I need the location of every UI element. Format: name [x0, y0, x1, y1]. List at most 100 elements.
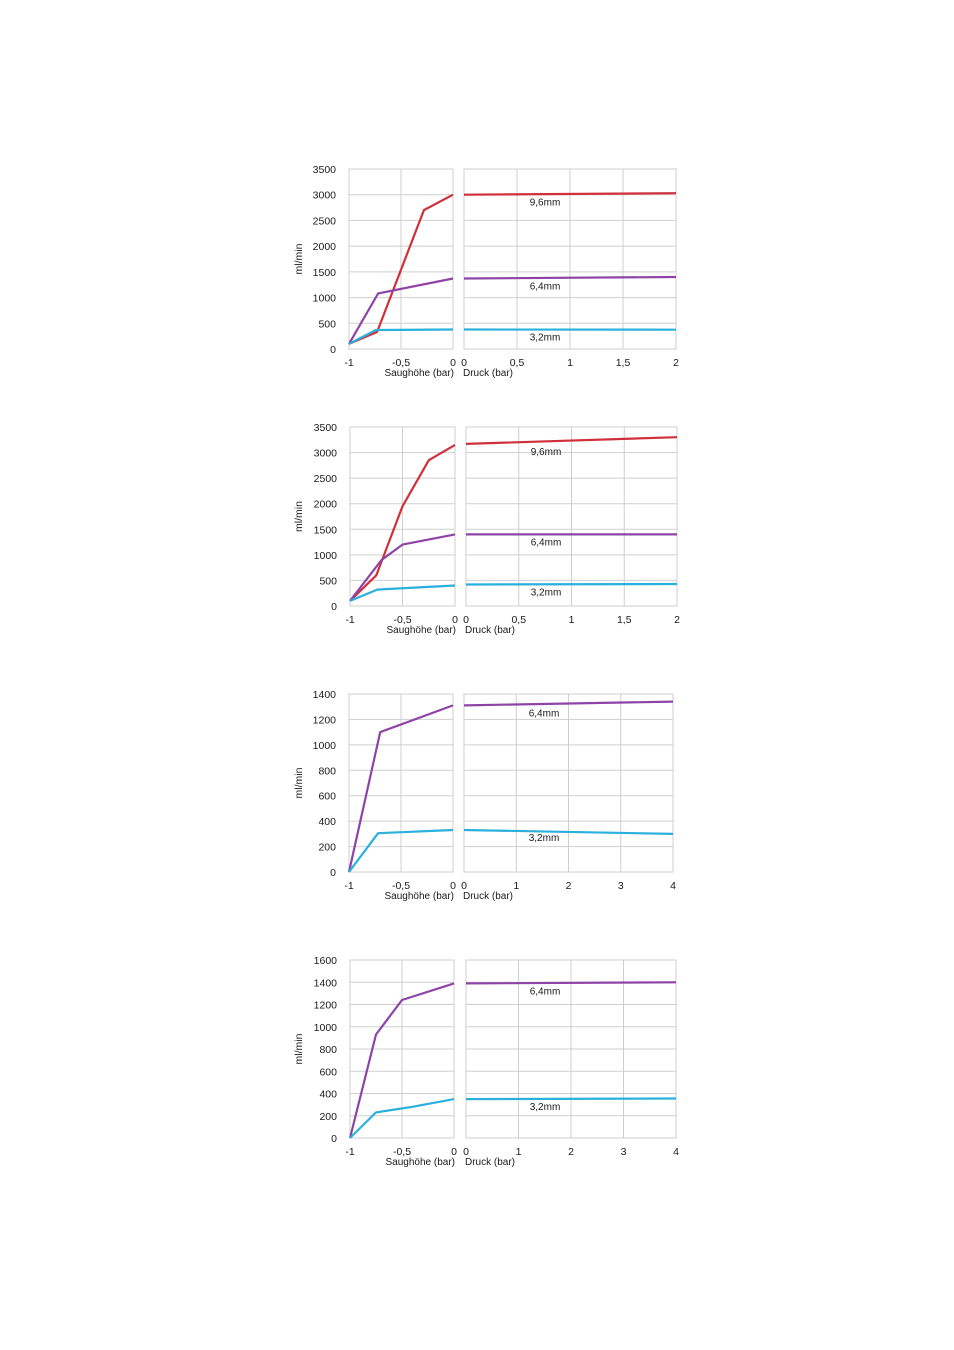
left-panel [349, 426, 456, 607]
y-tick-label: 3000 [313, 190, 337, 202]
series-6-4mm-pressure-line [463, 700, 674, 707]
series-9-6mm-pressure-line [465, 436, 678, 445]
y-tick-label: 1500 [313, 267, 337, 279]
left-x-tick-label: -1 [344, 357, 353, 369]
y-tick-label: 3500 [314, 422, 338, 434]
right-x-tick-label: 1 [513, 880, 519, 892]
left-x-tick-label: -0,5 [393, 1146, 411, 1158]
x-axis-title-suction: Saughöhe (bar) [385, 891, 455, 902]
right-x-tick-label: 4 [673, 1146, 679, 1158]
x-axis-title-pressure: Druck (bar) [463, 368, 513, 379]
right-x-tick-label: 2 [673, 357, 679, 369]
series-label: 3,2mm [530, 333, 561, 344]
y-tick-label: 800 [319, 1044, 337, 1056]
y-tick-label: 2000 [313, 241, 337, 253]
series-3-2mm-pressure-line [465, 582, 678, 586]
series-3-2mm-pressure-line [465, 1097, 677, 1101]
series-label: 9,6mm [531, 447, 562, 458]
y-tick-label: 200 [318, 842, 336, 854]
right-panel [465, 959, 677, 1139]
chart-2: 3500 3000 2500 2000 1500 1000 500 0 ml/min -1 -0,5… [293, 422, 680, 636]
series-label: 3,2mm [529, 833, 560, 844]
left-panel [348, 168, 454, 350]
right-x-tick-label: 0 [461, 880, 467, 892]
y-tick-label: 2500 [313, 215, 337, 227]
x-axis-title-suction: Saughöhe (bar) [385, 368, 455, 379]
right-x-tick-label: 3 [618, 880, 624, 892]
series-3-2mm-suction-line [349, 584, 456, 602]
right-x-tick-label: 2 [566, 880, 572, 892]
y-tick-label: 400 [319, 1089, 337, 1101]
y-tick-label: 3000 [314, 448, 338, 460]
x-axis-title-pressure: Druck (bar) [463, 891, 513, 902]
x-axis-title-pressure: Druck (bar) [465, 1157, 515, 1168]
right-x-tick-label: 1,5 [616, 357, 631, 369]
y-axis-title: ml/min [293, 1033, 305, 1064]
left-x-tick-label: 0 [450, 880, 456, 892]
y-tick-label: 800 [318, 765, 336, 777]
right-x-tick-label: 1,5 [617, 614, 632, 626]
series-label: 3,2mm [531, 588, 562, 599]
y-tick-label: 600 [319, 1066, 337, 1078]
series-3-2mm-pressure-line [463, 828, 674, 835]
right-x-tick-label: 0 [463, 1146, 469, 1158]
y-tick-label: 500 [318, 318, 336, 330]
y-tick-label: 1000 [313, 740, 337, 752]
left-x-tick-label: -1 [344, 880, 353, 892]
y-tick-label: 0 [331, 1133, 337, 1145]
y-tick-label: 1500 [314, 524, 338, 536]
x-axis-title-suction: Saughöhe (bar) [387, 625, 457, 636]
y-tick-label: 1000 [313, 293, 337, 305]
x-axis-title-pressure: Druck (bar) [465, 625, 515, 636]
y-axis-title: ml/min [293, 243, 305, 274]
right-x-tick-label: 3 [621, 1146, 627, 1158]
left-x-tick-label: 0 [450, 357, 456, 369]
y-tick-label: 1000 [314, 1022, 338, 1034]
y-tick-label: 3500 [313, 164, 337, 176]
left-x-tick-label: -0,5 [392, 880, 410, 892]
series-9-6mm-suction-line [349, 443, 456, 602]
left-x-tick-label: -0,5 [392, 357, 410, 369]
series-label: 6,4mm [530, 282, 561, 293]
right-x-tick-label: 0 [463, 614, 469, 626]
left-panel [349, 959, 455, 1139]
y-tick-label: 1200 [313, 714, 337, 726]
right-x-tick-label: 1 [516, 1146, 522, 1158]
series-3-2mm-suction-line [349, 1098, 455, 1139]
series-label: 6,4mm [530, 986, 561, 997]
y-tick-label: 1000 [314, 550, 338, 562]
y-tick-label: 1600 [314, 955, 338, 967]
y-tick-label: 2500 [314, 473, 338, 485]
right-x-tick-label: 0 [461, 357, 467, 369]
right-x-tick-label: 0,5 [510, 357, 525, 369]
y-axis-title: ml/min [293, 767, 305, 798]
y-tick-label: 1200 [314, 1000, 338, 1012]
series-3-2mm-suction-line [348, 828, 454, 873]
right-x-tick-label: 0,5 [511, 614, 526, 626]
left-x-tick-label: -1 [345, 1146, 354, 1158]
x-axis-title-suction: Saughöhe (bar) [386, 1157, 456, 1168]
series-6-4mm-pressure-line [465, 981, 677, 985]
series-6-4mm-suction-line [349, 533, 456, 602]
y-tick-label: 0 [330, 867, 336, 879]
left-x-tick-label: 0 [451, 1146, 457, 1158]
series-9-6mm-suction-line [348, 193, 454, 345]
y-tick-label: 200 [319, 1111, 337, 1123]
y-tick-label: 2000 [314, 499, 338, 511]
right-x-tick-label: 4 [670, 880, 676, 892]
series-label: 3,2mm [530, 1102, 561, 1113]
left-x-tick-label: -1 [345, 614, 354, 626]
right-x-tick-label: 2 [568, 1146, 574, 1158]
y-tick-label: 600 [318, 791, 336, 803]
y-tick-label: 0 [330, 344, 336, 356]
right-panel [463, 168, 677, 350]
y-tick-label: 1400 [314, 977, 338, 989]
y-tick-label: 1400 [313, 689, 337, 701]
right-panel [465, 426, 678, 607]
series-6-4mm-suction-line [348, 982, 455, 1139]
series-6-4mm-suction-line [348, 277, 454, 345]
right-x-tick-label: 2 [674, 614, 680, 626]
left-x-tick-label: -0,5 [393, 614, 411, 626]
